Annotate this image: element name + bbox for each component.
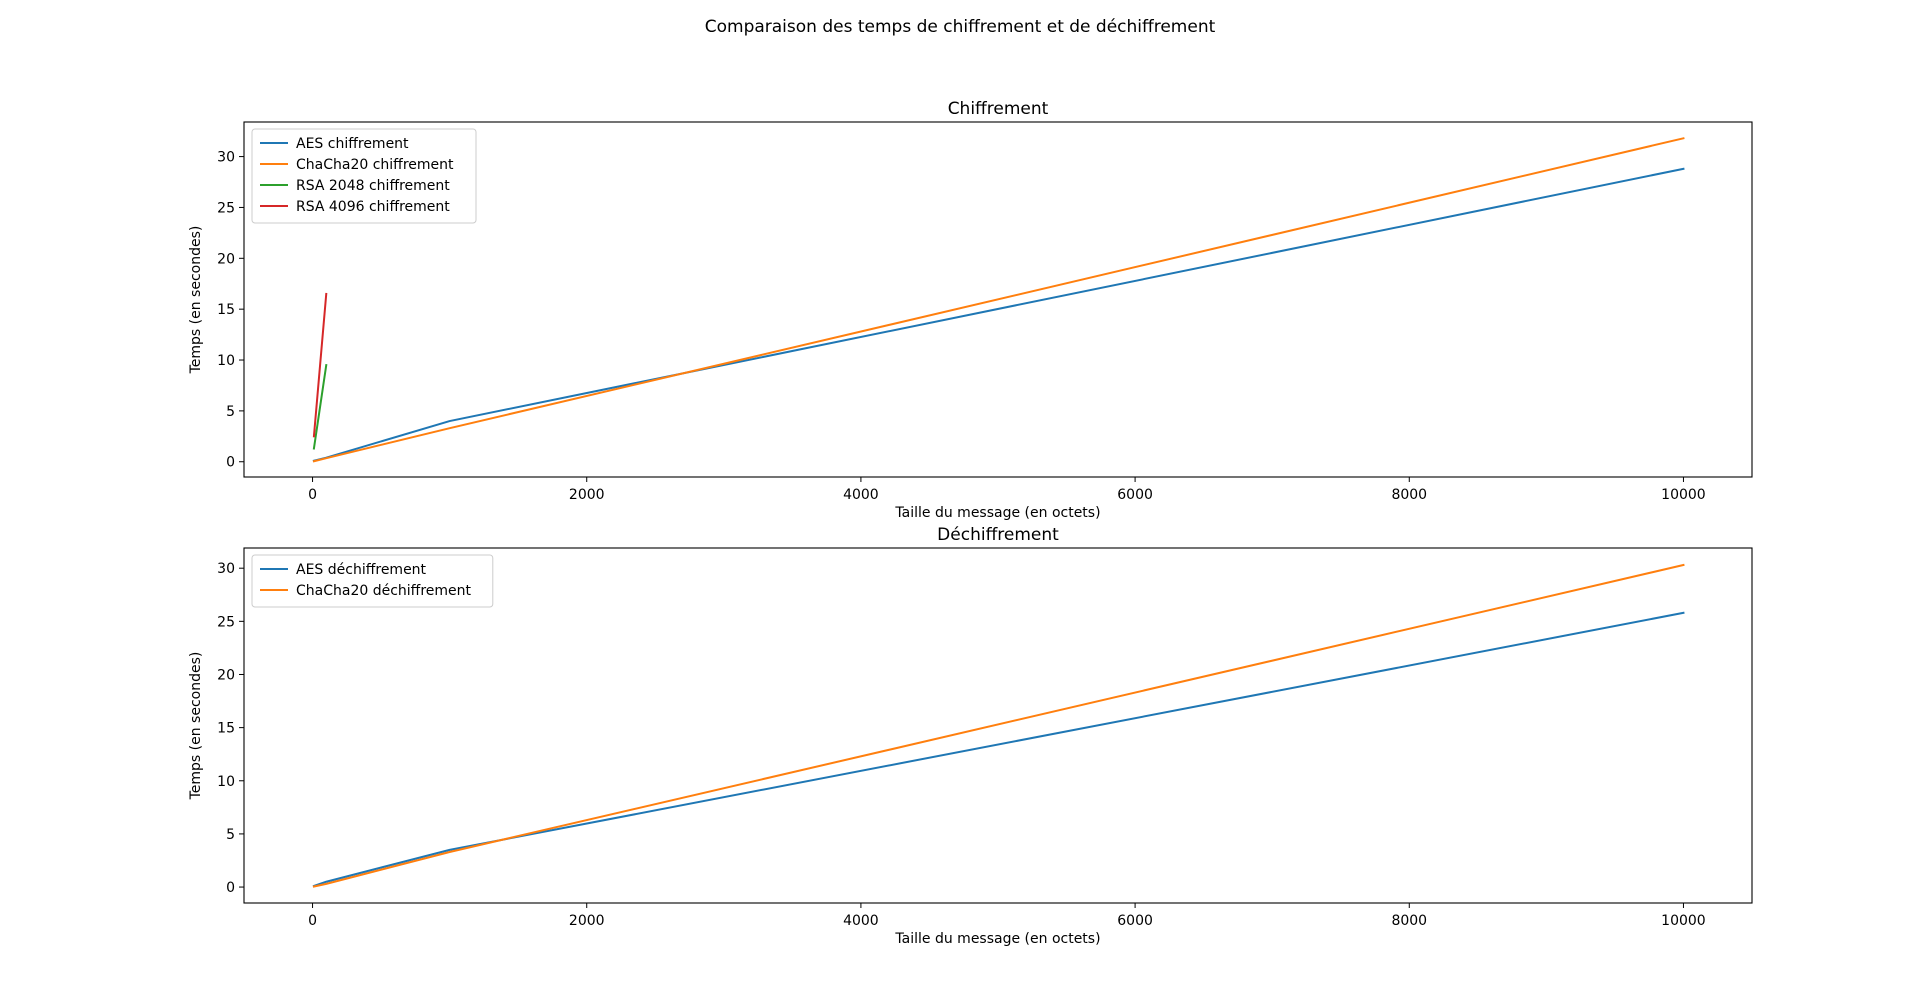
y-tick-label: 25 <box>217 200 235 216</box>
y-tick-label: 5 <box>226 827 235 843</box>
legend-entry: ChaCha20 chiffrement <box>296 157 454 173</box>
legend-entry: AES déchiffrement <box>296 562 427 578</box>
y-axis-label: Temps (en secondes) <box>188 652 204 801</box>
legend-box <box>251 554 494 608</box>
x-tick-label: 2000 <box>569 487 605 503</box>
series-line-chacha20-déchiffrement <box>312 563 1685 888</box>
y-tick-label: 0 <box>226 455 235 471</box>
x-tick-label: 8000 <box>1391 487 1427 503</box>
series-line-aes-chiffrement <box>312 167 1685 462</box>
y-tick-label: 10 <box>217 353 235 369</box>
y-tick-label: 20 <box>217 251 235 267</box>
legend: AES chiffrement ChaCha20 chiffrement RSA 2… <box>251 128 477 224</box>
y-tick-label: 20 <box>217 667 235 683</box>
legend: AES déchiffrement ChaCha20 déchiffrement <box>251 554 494 608</box>
x-tick-label: 10000 <box>1661 487 1706 503</box>
series-line-chacha20-chiffrement <box>312 137 1685 463</box>
y-tick-label: 5 <box>226 404 235 420</box>
x-tick-label: 6000 <box>1117 913 1153 929</box>
x-tick-label: 6000 <box>1117 487 1153 503</box>
y-tick-label: 30 <box>217 150 235 166</box>
y-tick-label: 10 <box>217 774 235 790</box>
y-tick-label: 0 <box>226 880 235 896</box>
legend-entry: RSA 4096 chiffrement <box>296 199 450 215</box>
series-lines <box>312 137 1685 463</box>
series-lines <box>312 563 1685 888</box>
x-tick-label: 4000 <box>843 487 879 503</box>
series-line-rsa-2048-chiffrement <box>312 363 328 450</box>
x-tick-label: 0 <box>308 487 317 503</box>
y-axis-label: Temps (en secondes) <box>188 226 204 375</box>
y-tick-label: 25 <box>217 614 235 630</box>
series-line-rsa-4096-chiffrement <box>312 292 328 438</box>
y-tick-label: 30 <box>217 561 235 577</box>
legend-box <box>251 128 477 224</box>
x-tick-label: 0 <box>308 913 317 929</box>
legend-entry: RSA 2048 chiffrement <box>296 178 450 194</box>
legend-entry: ChaCha20 déchiffrement <box>296 583 472 599</box>
figure-suptitle: Comparaison des temps de chiffrement et … <box>705 17 1216 37</box>
x-tick-label: 10000 <box>1661 913 1706 929</box>
x-tick-label: 8000 <box>1391 913 1427 929</box>
series-line-aes-déchiffrement <box>312 611 1685 888</box>
x-axis-label: Taille du message (en octets) <box>894 931 1100 947</box>
y-tick-label: 15 <box>217 302 235 318</box>
subplot-chiffrement: Chiffrement 0 2000 4000 6000 8000 10000 0 5 10 15 2… <box>188 99 1753 521</box>
x-tick-label: 4000 <box>843 913 879 929</box>
subplot-title: Déchiffrement <box>937 525 1059 545</box>
subplot-title: Chiffrement <box>948 99 1049 119</box>
axes-frame <box>243 121 1753 478</box>
x-axis-label: Taille du message (en octets) <box>894 505 1100 521</box>
axes-frame <box>243 547 1753 904</box>
legend-entry: AES chiffrement <box>296 136 409 152</box>
subplot-dechiffrement: Déchiffrement 0 2000 4000 6000 8000 10000 0 5 10 1… <box>188 525 1753 947</box>
y-tick-label: 15 <box>217 721 235 737</box>
x-tick-label: 2000 <box>569 913 605 929</box>
